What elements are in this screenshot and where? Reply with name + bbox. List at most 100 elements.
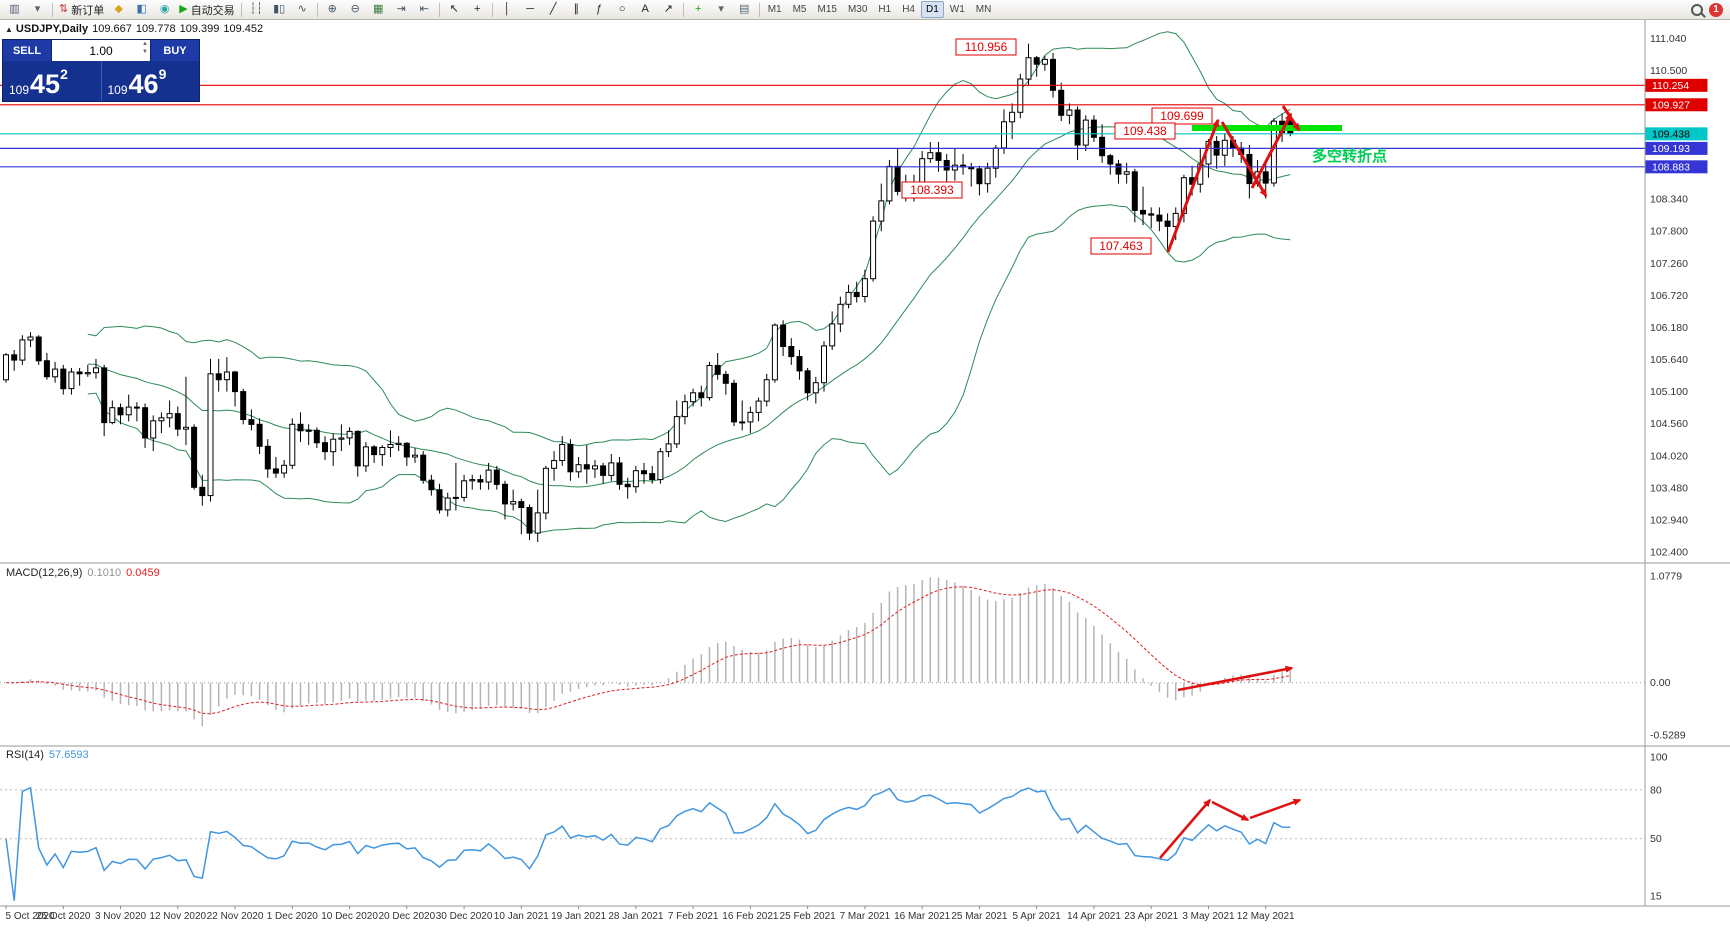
- indicators-button[interactable]: +: [687, 1, 710, 18]
- candle-body: [68, 371, 75, 390]
- candles: [3, 43, 1294, 542]
- templates-button[interactable]: ▤: [733, 1, 756, 18]
- timeframe-h1-button[interactable]: H1: [878, 4, 892, 15]
- arrows-tool-button[interactable]: ↗: [657, 1, 680, 18]
- zoom-out-button[interactable]: ⊖: [344, 1, 367, 18]
- candle-body: [804, 370, 811, 394]
- candle-body: [665, 443, 672, 453]
- candle-body: [1262, 171, 1269, 184]
- macd-scale-label: 0.00: [1650, 677, 1671, 689]
- candle-body: [755, 400, 762, 413]
- candlestick-chart-button[interactable]: ▮▯: [268, 1, 291, 18]
- shapes-button[interactable]: ○: [611, 1, 634, 18]
- candle-body: [248, 419, 255, 425]
- date-label: 20 Dec 2020: [378, 911, 435, 922]
- rsi-panel[interactable]: [0, 786, 1645, 901]
- fibonacci-button[interactable]: ƒ: [588, 1, 611, 18]
- data-window-button[interactable]: ◧: [130, 1, 153, 18]
- candle-body: [551, 460, 558, 469]
- tile-windows-button[interactable]: ▦: [367, 1, 390, 18]
- line-chart-button[interactable]: ∿: [291, 1, 314, 18]
- candle-body: [763, 379, 770, 402]
- timeframe-mn-button[interactable]: MN: [975, 4, 992, 15]
- toolbar-buttons: ▥ ▾ ⇅ 新订单 ◆ ◧ ◉ ▶ 自动交易 ┆┆ ▮▯ ∿ ⊕ ⊖ ▦ ⇥ ⇤ ↖ + │ ─ ╱ ∥ ƒ ○ A ↗ + ▾ ▤: [3, 1, 763, 18]
- vertical-line-button[interactable]: │: [496, 1, 519, 18]
- chart-canvas[interactable]: 110.956109.699109.438108.393107.463多空转折点…: [0, 20, 1730, 943]
- price-axis[interactable]: 110.254 109.927 109.438 109.193 108.883 1.077…: [1645, 33, 1708, 902]
- cursor-button[interactable]: ↖: [443, 1, 466, 18]
- timeframe-w1-button[interactable]: W1: [949, 4, 965, 15]
- candle-body: [142, 407, 149, 439]
- trendline-button[interactable]: ╱: [542, 1, 565, 18]
- candle-body: [420, 454, 427, 481]
- volume-input[interactable]: 1.00 ▲ ▼: [52, 40, 150, 61]
- timeframe-h4-button[interactable]: H4: [902, 4, 915, 15]
- notification-badge[interactable]: 1: [1709, 2, 1723, 17]
- auto-scroll-button[interactable]: ⇥: [390, 1, 413, 18]
- sell-price-display[interactable]: 109 45 2: [3, 61, 101, 101]
- toolbar-divider: [491, 2, 493, 17]
- date-label: 25 Mar 2021: [951, 911, 1008, 922]
- price-annotation-text: 107.463: [1099, 239, 1143, 253]
- candle-body: [1131, 171, 1138, 211]
- new-order-button[interactable]: ⇅ 新订单: [56, 1, 107, 18]
- candle-body: [853, 291, 860, 298]
- horizontal-line-button[interactable]: ─: [519, 1, 542, 18]
- bar-chart-button[interactable]: ┆┆: [245, 1, 268, 18]
- zoom-in-button[interactable]: ⊕: [321, 1, 344, 18]
- timeframe-m30-button[interactable]: M30: [847, 4, 868, 15]
- profiles-button[interactable]: ▾: [26, 1, 49, 18]
- search-icon[interactable]: [1691, 3, 1703, 16]
- candle-body: [43, 360, 50, 378]
- buy-button[interactable]: BUY: [151, 40, 199, 61]
- price-gridline-label: 107.260: [1650, 258, 1688, 270]
- spinner-up-icon[interactable]: ▲: [142, 41, 148, 47]
- macd-panel[interactable]: [0, 577, 1645, 727]
- new-chart-icon: ▥: [9, 3, 20, 15]
- fibonacci-icon: ƒ: [596, 3, 603, 15]
- autotrading-button[interactable]: ▶ 自动交易: [176, 1, 237, 18]
- volume-value: 1.00: [89, 43, 113, 58]
- timeframe-m15-button[interactable]: M15: [817, 4, 837, 15]
- timeframe-m1-button[interactable]: M1: [767, 4, 782, 15]
- macd-trend-arrow: [1177, 665, 1294, 692]
- crosshair-icon: +: [473, 3, 481, 15]
- timeframe-m5-button[interactable]: M5: [792, 4, 807, 15]
- candle-body: [502, 483, 508, 505]
- buy-price-display[interactable]: 109 46 9: [100, 61, 200, 101]
- equidistant-channel-button[interactable]: ∥: [565, 1, 588, 18]
- horizontal-line-icon: ─: [526, 3, 535, 15]
- macd-indicator-label: MACD(12,26,9) 0.1010 0.0459: [6, 567, 160, 579]
- new-chart-button[interactable]: ▥: [3, 1, 26, 18]
- date-label: 16 Feb 2021: [722, 911, 779, 922]
- timeframe-d1-button[interactable]: D1: [921, 1, 944, 18]
- candle-body: [771, 324, 778, 381]
- spinner-down-icon[interactable]: ▼: [142, 49, 148, 56]
- candle-body: [297, 423, 304, 432]
- candle-body: [289, 423, 296, 466]
- volume-spinner[interactable]: ▲ ▼: [142, 40, 148, 57]
- candle-body: [861, 278, 868, 298]
- market-watch-button[interactable]: ◆: [107, 1, 130, 18]
- candle-body: [1017, 78, 1024, 113]
- candle-body: [313, 429, 320, 444]
- price-badge-label: 110.254: [1652, 80, 1689, 92]
- chart-shift-button[interactable]: ⇤: [413, 1, 436, 18]
- candle-body: [526, 507, 533, 534]
- navigator-button[interactable]: ◉: [153, 1, 176, 18]
- collapse-icon[interactable]: ▲: [5, 25, 13, 34]
- bollinger-lo-band: [87, 204, 1291, 534]
- candle-body: [1148, 213, 1155, 216]
- candle-body: [444, 497, 451, 511]
- candle-body: [354, 430, 361, 467]
- macd-scale-label: 1.0779: [1650, 571, 1682, 583]
- sell-price-big: 45: [30, 69, 61, 100]
- periods-button[interactable]: ▾: [710, 1, 733, 18]
- date-label: 12 Nov 2020: [149, 911, 206, 922]
- text-label-button[interactable]: A: [634, 1, 657, 18]
- crosshair-button[interactable]: +: [466, 1, 489, 18]
- sell-button[interactable]: SELL: [3, 40, 51, 61]
- templates-icon: ▤: [738, 3, 750, 15]
